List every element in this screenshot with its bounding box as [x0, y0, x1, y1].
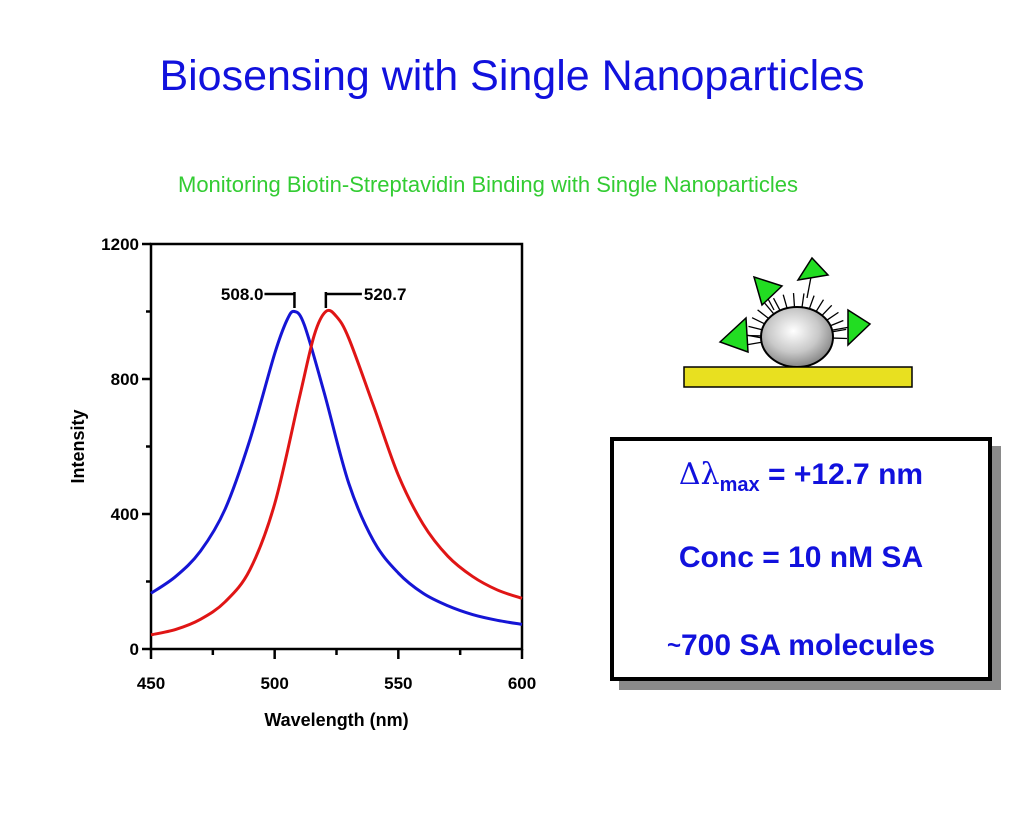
- tether-line: [745, 334, 763, 339]
- linker-line: [830, 319, 844, 327]
- linker-line: [757, 309, 770, 320]
- tether-line: [832, 326, 851, 331]
- annotation-label: 508.0: [221, 285, 264, 304]
- delta-value: = +12.7 nm: [759, 458, 924, 491]
- linker-line: [815, 299, 825, 312]
- streptavidin-triangle: [847, 308, 872, 347]
- streptavidin-triangles: [718, 256, 872, 354]
- annotation-label: 520.7: [364, 285, 407, 304]
- linker-line: [801, 293, 805, 308]
- y-tick-label: 0: [130, 640, 139, 659]
- series-line-1: [150, 308, 523, 637]
- tilde-symbol: ~: [666, 632, 681, 659]
- slide-title: Biosensing with Single Nanoparticles: [159, 52, 865, 100]
- delta-lambda-line: Δλmax = +12.7 nm: [614, 457, 988, 497]
- delta-lambda-symbol: Δλ: [678, 457, 720, 492]
- slide-subtitle: Monitoring Biotin-Streptavidin Binding w…: [178, 172, 798, 197]
- linker-line: [772, 297, 781, 311]
- x-tick-label: 600: [508, 674, 536, 693]
- linker-line: [832, 328, 847, 333]
- x-axis-title: Wavelength (nm): [264, 710, 408, 730]
- delta-subscript: max: [719, 474, 760, 496]
- linker-line: [764, 302, 775, 315]
- linker-line: [747, 341, 762, 346]
- molecules-text: 700 SA molecules: [680, 629, 936, 662]
- series-line-0: [150, 309, 523, 626]
- y-tick-label: 400: [111, 505, 139, 524]
- plot-frame: [149, 242, 524, 651]
- linker-line: [808, 295, 815, 310]
- y-tick-label: 800: [111, 370, 139, 389]
- nanoparticle-schematic: [683, 256, 913, 388]
- tether-line: [806, 276, 812, 299]
- concentration-line: Conc = 10 nM SA: [678, 541, 924, 574]
- streptavidin-triangle: [752, 275, 784, 307]
- streptavidin-triangle: [796, 256, 830, 282]
- linker-line: [782, 294, 788, 309]
- y-axis-title: Intensity: [68, 409, 88, 483]
- linker-line: [826, 311, 839, 321]
- molecules-line: ~700 SA molecules: [614, 629, 988, 663]
- linker-line: [751, 317, 765, 325]
- y-tick-label: 1200: [101, 235, 139, 254]
- linker-lines: [745, 276, 851, 346]
- x-tick-label: 500: [260, 674, 288, 693]
- x-tick-label: 550: [384, 674, 412, 693]
- nanoparticle: [760, 306, 834, 368]
- streptavidin-triangle: [718, 316, 749, 354]
- linker-line: [821, 304, 833, 316]
- linker-line: [792, 293, 796, 308]
- substrate: [683, 366, 913, 388]
- info-box: Δλmax = +12.7 nm Conc = 10 nM SA ~700 SA…: [610, 437, 992, 681]
- x-tick-label: 450: [137, 674, 165, 693]
- linker-line: [748, 325, 763, 331]
